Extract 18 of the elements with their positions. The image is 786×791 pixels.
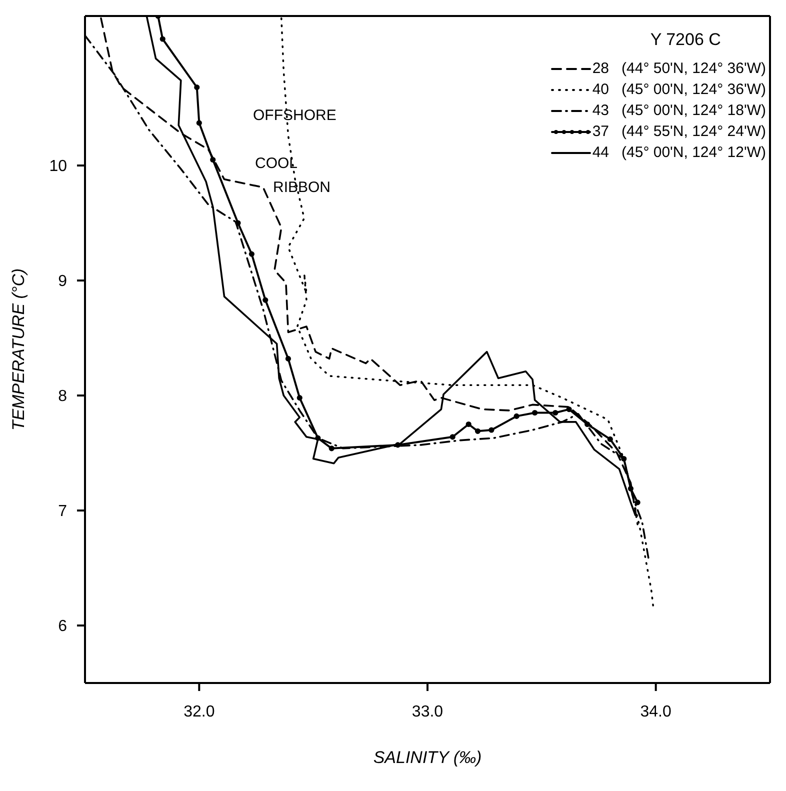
legend-label: 37 (44° 55'N, 124° 24'W) [592, 123, 766, 140]
legend-label: 40 (45° 00'N, 124° 36'W) [592, 81, 766, 98]
annotation: COOL RIBBON [255, 155, 331, 196]
legend-title: Y 7206 C [650, 30, 722, 50]
y-tick-label: 9 [58, 273, 68, 290]
legend-label: 28 (44° 50'N, 124° 36'W) [592, 60, 766, 77]
legend-label: 44 (45° 00'N, 124° 12'W) [592, 144, 766, 161]
y-tick-label: 7 [58, 503, 68, 520]
annotation: OFFSHORE [253, 107, 336, 124]
y-tick-label: 10 [49, 158, 68, 176]
x-tick-label: 34.0 [640, 703, 672, 720]
x-tick-label: 32.0 [184, 703, 215, 720]
y-tick-label: 6 [58, 618, 68, 636]
x-axis-title: SALINITY (‰) [373, 748, 482, 767]
legend-label: 43 (45° 00'N, 124° 18'W) [592, 102, 766, 119]
y-tick-label: 8 [58, 388, 68, 406]
y-axis-title: TEMPERATURE (°C) [9, 268, 28, 431]
x-tick-label: 33.0 [412, 703, 444, 720]
